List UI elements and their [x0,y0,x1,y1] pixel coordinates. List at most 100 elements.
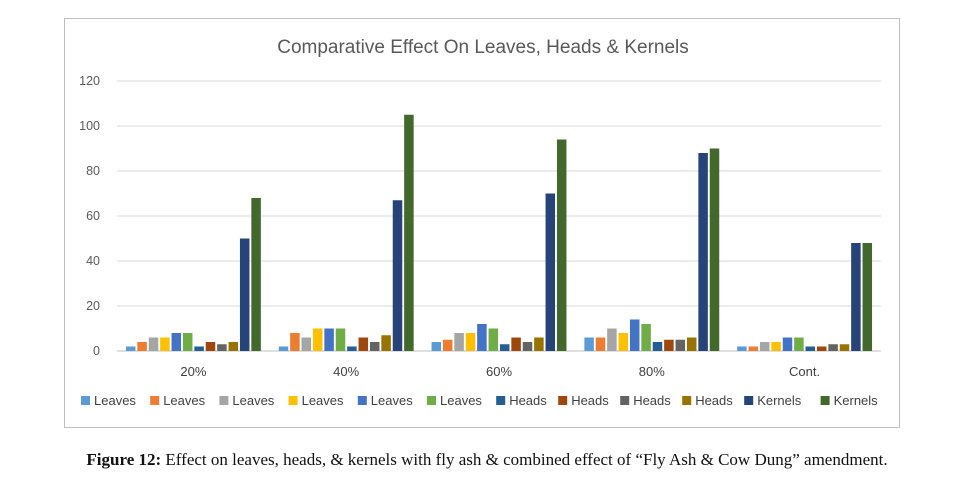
bar-kernels [404,114,414,351]
bar-leaves [618,333,629,351]
bar-leaves [301,337,312,351]
bar-heads [816,346,827,351]
bar-leaves [477,324,487,351]
chart-title: Comparative Effect On Leaves, Heads & Ke… [277,37,689,58]
bar-leaves [431,342,442,351]
bar-kernels [545,193,556,351]
bar-heads [228,342,239,351]
bar-heads [347,346,357,351]
bar-leaves [748,346,759,351]
bar-heads [381,335,391,351]
legend-label: Leaves [163,393,205,408]
bar-kernels [556,139,567,351]
bar-heads [534,337,544,351]
x-axis-labels: 20% 40% 60% 80% Cont. [180,364,820,379]
y-axis-ticks: 0 20 40 60 80 100 120 [79,74,100,358]
bar-heads [205,342,216,351]
bar-kernels [709,148,720,351]
legend-swatch [820,396,830,405]
caption-text: Effect on leaves, heads, & kernels with … [161,450,888,469]
bar-leaves [312,328,323,351]
legend-label: Heads [509,393,547,408]
bar-heads [217,344,227,351]
bar-heads [686,337,697,351]
legend: Leaves Leaves Leaves Leaves Leaves Leaves Head… [81,393,878,408]
gridlines [117,80,881,352]
bar-leaves [465,333,476,351]
y-tick-label: 120 [79,74,100,88]
legend-swatch [219,396,229,405]
legend-label: Leaves [94,393,136,408]
bar-leaves [629,319,640,351]
y-tick-label: 60 [86,209,100,223]
bar-heads [358,337,369,351]
x-tick-label: Cont. [789,364,820,379]
bar-heads [839,344,850,351]
figure-caption: Figure 12: Effect on leaves, heads, & ke… [0,450,974,470]
bar-leaves [171,333,182,351]
y-tick-label: 80 [86,164,100,178]
bar-leaves [148,337,159,351]
bar-leaves [794,337,804,351]
legend-swatch [620,396,630,405]
legend-label: Heads [695,393,733,408]
legend-swatch [357,396,367,405]
bar-heads [675,339,686,351]
bar-heads [664,339,674,351]
bar-leaves [488,328,499,351]
bar-kernels [862,243,873,351]
bar-kernels [239,238,250,351]
bar-leaves [607,328,617,351]
legend-label: Leaves [371,393,413,408]
y-tick-label: 40 [86,254,100,268]
legend-label: Leaves [232,393,274,408]
bar-leaves [290,333,300,351]
x-tick-label: 80% [639,364,665,379]
bar-leaves [324,328,334,351]
legend-swatch [558,396,568,405]
bar-heads [499,344,510,351]
caption-label: Figure 12: [86,450,162,469]
bar-leaves [454,333,464,351]
chart-svg: Comparative Effect On Leaves, Heads & Ke… [79,37,881,408]
bar-kernels [251,198,261,351]
legend-label: Leaves [302,393,344,408]
bar-leaves [182,333,193,351]
bars [125,114,873,351]
bar-heads [522,342,533,351]
bar-leaves [125,346,136,351]
bar-leaves [584,337,594,351]
legend-label: Kernels [757,393,802,408]
legend-swatch [682,396,692,405]
y-tick-label: 0 [93,344,100,358]
bar-kernels [851,243,861,351]
y-tick-label: 20 [86,299,100,313]
x-tick-label: 40% [333,364,359,379]
legend-swatch [744,396,754,405]
legend-swatch [81,396,90,405]
chart-frame: Comparative Effect On Leaves, Heads & Ke… [64,18,900,428]
x-tick-label: 60% [486,364,512,379]
bar-leaves [442,339,453,351]
legend-swatch [288,396,298,405]
bar-heads [369,342,380,351]
legend-label: Heads [571,393,609,408]
x-tick-label: 20% [180,364,206,379]
bar-heads [511,337,521,351]
bar-leaves [278,346,289,351]
bar-heads [652,342,663,351]
bar-leaves [595,337,606,351]
bar-leaves [737,346,747,351]
legend-label: Heads [633,393,671,408]
legend-swatch [150,396,160,405]
bar-leaves [759,342,770,351]
y-tick-label: 100 [79,119,100,133]
bar-kernels [392,200,403,351]
bar-kernels [698,153,708,351]
legend-swatch [427,396,436,405]
legend-label: Kernels [834,393,879,408]
legend-swatch [496,396,506,405]
bar-leaves [771,342,781,351]
bar-leaves [782,337,793,351]
bar-heads [828,344,838,351]
